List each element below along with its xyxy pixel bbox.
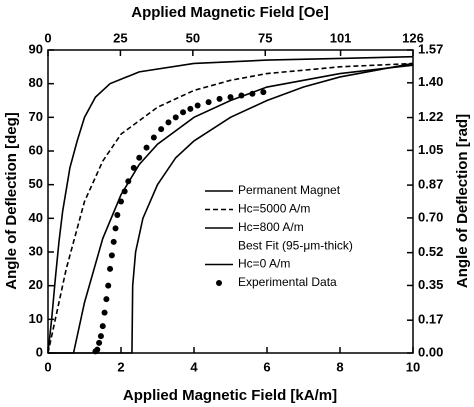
y2-axis-title: Angle of Deflection [rad] bbox=[454, 114, 471, 288]
data-point bbox=[180, 109, 187, 116]
data-point bbox=[105, 282, 112, 289]
y2-tick-label: 1.57 bbox=[418, 41, 443, 56]
data-point bbox=[136, 154, 143, 161]
data-point bbox=[172, 114, 179, 121]
y2-tick-label: 0.17 bbox=[418, 312, 443, 327]
legend-label: Hc=800 A/m bbox=[238, 220, 304, 234]
y-tick-label: 30 bbox=[29, 243, 43, 258]
y-tick-label: 80 bbox=[29, 75, 43, 90]
data-point bbox=[249, 90, 256, 97]
y-tick-label: 20 bbox=[29, 277, 43, 292]
data-point bbox=[99, 323, 106, 330]
data-point bbox=[118, 198, 124, 205]
y2-tick-label: 0.35 bbox=[418, 277, 443, 292]
y2-tick-label: 0.87 bbox=[418, 177, 443, 192]
data-point bbox=[130, 164, 137, 171]
plot-frame bbox=[47, 49, 414, 354]
x2-tick-label: 101 bbox=[330, 30, 352, 45]
x-tick-label: 8 bbox=[336, 359, 343, 374]
y-tick-label: 70 bbox=[29, 109, 43, 124]
x-tick-label: 0 bbox=[44, 359, 51, 374]
data-point bbox=[97, 333, 104, 340]
x2-tick-label: 50 bbox=[186, 30, 200, 45]
data-point bbox=[158, 126, 165, 133]
data-point bbox=[143, 144, 150, 151]
x2-tick-label: 75 bbox=[258, 30, 272, 45]
y2-tick-label: 0.52 bbox=[418, 244, 443, 259]
data-point bbox=[96, 339, 103, 346]
data-line bbox=[48, 62, 414, 354]
data-point bbox=[227, 94, 234, 101]
x2-tick-label: 0 bbox=[44, 30, 51, 45]
data-point bbox=[110, 238, 117, 245]
x2-tick-label: 25 bbox=[113, 30, 127, 45]
top-axis-title: Applied Magnetic Field [Oe] bbox=[131, 4, 329, 21]
x-tick-label: 4 bbox=[190, 359, 198, 374]
data-line bbox=[48, 64, 414, 354]
legend-label: Hc=5000 A/m bbox=[238, 202, 310, 216]
x-tick-label: 6 bbox=[263, 359, 270, 374]
x2-tick-label: 126 bbox=[402, 30, 424, 45]
data-line bbox=[47, 55, 414, 354]
y-tick-label: 40 bbox=[29, 210, 43, 225]
data-point bbox=[187, 105, 194, 112]
y2-tick-label: 1.40 bbox=[418, 74, 443, 89]
y2-tick-label: 0.70 bbox=[418, 209, 443, 224]
y-tick-label: 50 bbox=[29, 176, 43, 191]
y-tick-label: 10 bbox=[29, 311, 43, 326]
y-tick-label: 0 bbox=[36, 344, 43, 359]
legend-label: Experimental Data bbox=[238, 275, 337, 289]
data-point bbox=[125, 178, 132, 185]
y2-tick-label: 0.00 bbox=[418, 344, 443, 359]
y2-tick-label: 1.22 bbox=[418, 109, 443, 124]
y-tick-label: 90 bbox=[29, 41, 43, 56]
data-point bbox=[260, 89, 267, 96]
legend-marker bbox=[216, 280, 222, 286]
data-point bbox=[94, 346, 101, 353]
x-tick-label: 2 bbox=[117, 359, 124, 374]
legend-label: Hc=0 A/m bbox=[238, 257, 290, 271]
data-point bbox=[165, 119, 172, 126]
legend-label: Permanent Magnet bbox=[238, 183, 341, 197]
x-axis-title: Applied Magnetic Field [kA/m] bbox=[123, 387, 337, 404]
y-axis-title: Angle of Deflection [deg] bbox=[3, 112, 20, 290]
legend-note: Best Fit (95-μm-thick) bbox=[238, 239, 353, 253]
data-point bbox=[108, 252, 115, 259]
y2-tick-label: 1.05 bbox=[418, 142, 443, 157]
y-tick-label: 60 bbox=[29, 142, 43, 157]
data-point bbox=[194, 102, 201, 109]
data-point bbox=[121, 188, 128, 195]
x-tick-label: 10 bbox=[406, 359, 420, 374]
data-point bbox=[101, 309, 108, 316]
data-point bbox=[112, 225, 119, 232]
data-point bbox=[150, 134, 157, 141]
data-point bbox=[216, 95, 223, 102]
data-point bbox=[103, 296, 110, 303]
data-line bbox=[47, 62, 414, 354]
data-point bbox=[238, 92, 245, 99]
data-point bbox=[114, 211, 121, 218]
data-point bbox=[107, 265, 114, 272]
data-point bbox=[205, 99, 212, 106]
